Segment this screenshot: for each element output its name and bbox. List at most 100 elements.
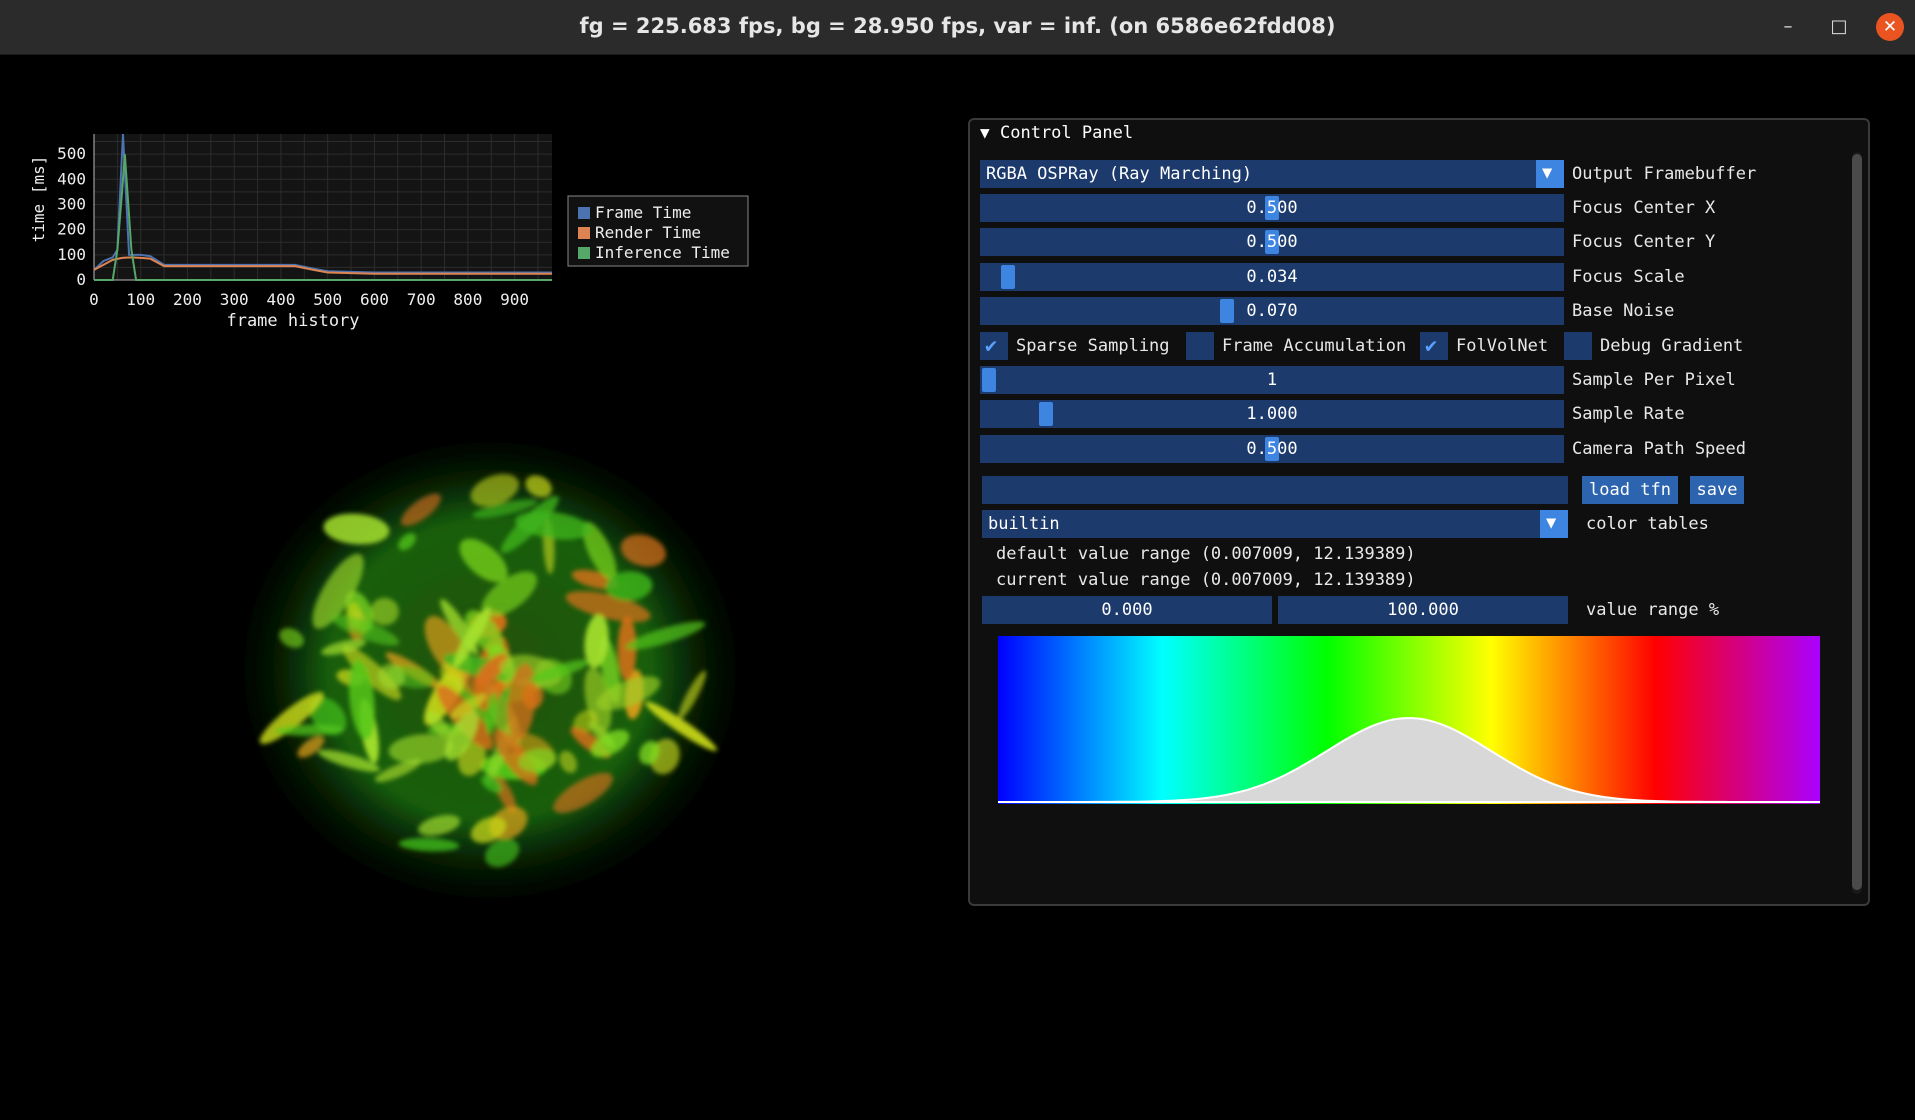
slider-focus-scale[interactable]: 0.034: [980, 263, 1564, 291]
x-tick-label: 200: [173, 290, 202, 309]
checkbox-frame-accumulation[interactable]: [1186, 332, 1214, 360]
value-range-max: 100.000: [1387, 600, 1459, 620]
checkbox-label: Sparse Sampling: [1016, 336, 1170, 356]
value-range-min-input[interactable]: 0.000: [982, 596, 1272, 624]
slider-value: 1: [1266, 370, 1278, 390]
checkbox-debug-gradient[interactable]: [1564, 332, 1592, 360]
transfer-function-editor[interactable]: [998, 636, 1820, 806]
vortex-blob: [470, 816, 507, 844]
vortex-blob: [323, 513, 390, 545]
slider-grab-handle[interactable]: [1265, 196, 1279, 220]
vortex-blob: [398, 837, 460, 852]
chevron-down-icon: ▼: [1546, 513, 1557, 533]
x-tick-label: 400: [266, 290, 295, 309]
slider-focus-y[interactable]: 0.500: [980, 228, 1564, 256]
vortex-blob: [453, 606, 491, 668]
slider-base-noise[interactable]: 0.070: [980, 297, 1564, 325]
legend-entry: Inference Time: [595, 243, 730, 262]
slider-grab-handle[interactable]: [982, 368, 996, 392]
vortex-blob: [459, 538, 508, 583]
slider-label: Focus Center X: [1572, 198, 1716, 218]
slider-grab-handle[interactable]: [1038, 402, 1053, 426]
frame-time-chart: 0 100 200 300 400 500 600 700 800 900 0 100 200 300 40…: [29, 133, 749, 331]
output-framebuffer-dropdown-button[interactable]: ▼: [1536, 160, 1564, 188]
legend-swatch: [578, 247, 590, 259]
legend-swatch: [578, 227, 590, 239]
x-axis-label: frame history: [226, 311, 359, 331]
vortex-blob: [426, 710, 452, 741]
value-range-max-input[interactable]: 100.000: [1278, 596, 1568, 624]
color-table-dropdown-button[interactable]: ▼: [1540, 510, 1568, 538]
control-panel-header[interactable]: ▼ Control Panel: [970, 120, 1868, 146]
y-tick-label: 200: [57, 220, 86, 239]
window-title: fg = 225.683 fps, bg = 28.950 fps, var =…: [579, 14, 1336, 38]
window-titlebar: fg = 225.683 fps, bg = 28.950 fps, var =…: [0, 0, 1915, 55]
vortex-blob: [565, 591, 651, 623]
default-value-range: default value range (0.007009, 12.139389…: [996, 544, 1416, 564]
y-axis-label: time [ms]: [29, 156, 48, 243]
minimize-button[interactable]: –: [1783, 16, 1793, 37]
y-tick-label: 400: [57, 169, 86, 188]
series-line-inference-time: [94, 154, 552, 281]
x-tick-label: 100: [126, 290, 155, 309]
x-tick-label: 600: [360, 290, 389, 309]
vortex-blob: [400, 493, 442, 526]
panel-scrollbar[interactable]: [1852, 152, 1862, 894]
vortex-blob: [620, 534, 666, 567]
slider-sample-rate[interactable]: 1.000: [980, 400, 1564, 428]
vortex-blob: [481, 571, 537, 617]
control-panel: ▼ Control Panel RGBA OSPRay (Ray Marchin…: [968, 118, 1870, 906]
opacity-curve[interactable]: [998, 717, 1820, 803]
vortex-blob: [470, 474, 520, 507]
y-tick-label: 500: [57, 144, 86, 163]
output-framebuffer-label: Output Framebuffer: [1572, 164, 1757, 184]
vortex-blob: [605, 571, 653, 601]
checkbox-folvolnet[interactable]: ✔: [1420, 332, 1448, 360]
save-button[interactable]: save: [1690, 476, 1744, 504]
volume-render-viewport[interactable]: [200, 410, 780, 930]
vortex-blob: [317, 749, 380, 772]
slider-grab-handle[interactable]: [1265, 230, 1279, 254]
maximize-button[interactable]: □: [1830, 16, 1848, 37]
value-range-min: 0.000: [1101, 600, 1153, 620]
x-tick-label: 0: [89, 290, 99, 309]
vortex-blob: [297, 736, 325, 758]
vortex-blob: [388, 734, 454, 764]
vortex-blob: [525, 475, 552, 498]
y-tick-label: 300: [57, 194, 86, 213]
slider-focus-x[interactable]: 0.500: [980, 194, 1564, 222]
slider-label: Sample Rate: [1572, 404, 1685, 424]
slider-grab-handle[interactable]: [1219, 299, 1234, 323]
vortex-blob: [518, 748, 557, 772]
checkmark-icon: ✔: [1425, 333, 1438, 357]
chart-legend: [567, 195, 749, 267]
panel-scrollbar-thumb[interactable]: [1852, 154, 1862, 890]
vortex-blob: [480, 775, 503, 793]
tfn-path-input[interactable]: [982, 476, 1568, 504]
checkbox-sparse-sampling[interactable]: ✔: [980, 332, 1008, 360]
vortex-blob: [321, 639, 366, 656]
vortex-blob: [559, 750, 578, 774]
collapse-arrow-icon[interactable]: ▼: [980, 123, 990, 142]
vortex-blob: [374, 759, 422, 782]
slider-cam-speed[interactable]: 0.500: [980, 435, 1564, 463]
plot-area: [94, 134, 552, 280]
output-framebuffer-value: RGBA OSPRay (Ray Marching): [986, 164, 1253, 184]
slider-grab-handle[interactable]: [1265, 437, 1279, 461]
slider-spp[interactable]: 1: [980, 366, 1564, 394]
checkbox-label: Debug Gradient: [1600, 336, 1744, 356]
y-tick-label: 100: [57, 245, 86, 264]
color-table-select[interactable]: builtin ▼: [982, 510, 1568, 538]
slider-grab-handle[interactable]: [1001, 265, 1016, 289]
close-button[interactable]: ✕: [1876, 13, 1904, 41]
y-tick-label: 0: [76, 270, 86, 289]
slider-value: 0.500: [1246, 198, 1298, 218]
vortex-blob: [279, 628, 304, 648]
vortex-blob: [378, 663, 405, 690]
series-line-render-time: [93, 256, 552, 275]
vortex-blob: [348, 659, 375, 740]
vortex-blob: [501, 495, 559, 554]
load-tfn-button[interactable]: load tfn: [1582, 476, 1678, 504]
vortex-blob: [484, 838, 520, 868]
output-framebuffer-select[interactable]: RGBA OSPRay (Ray Marching) ▼: [980, 160, 1564, 188]
